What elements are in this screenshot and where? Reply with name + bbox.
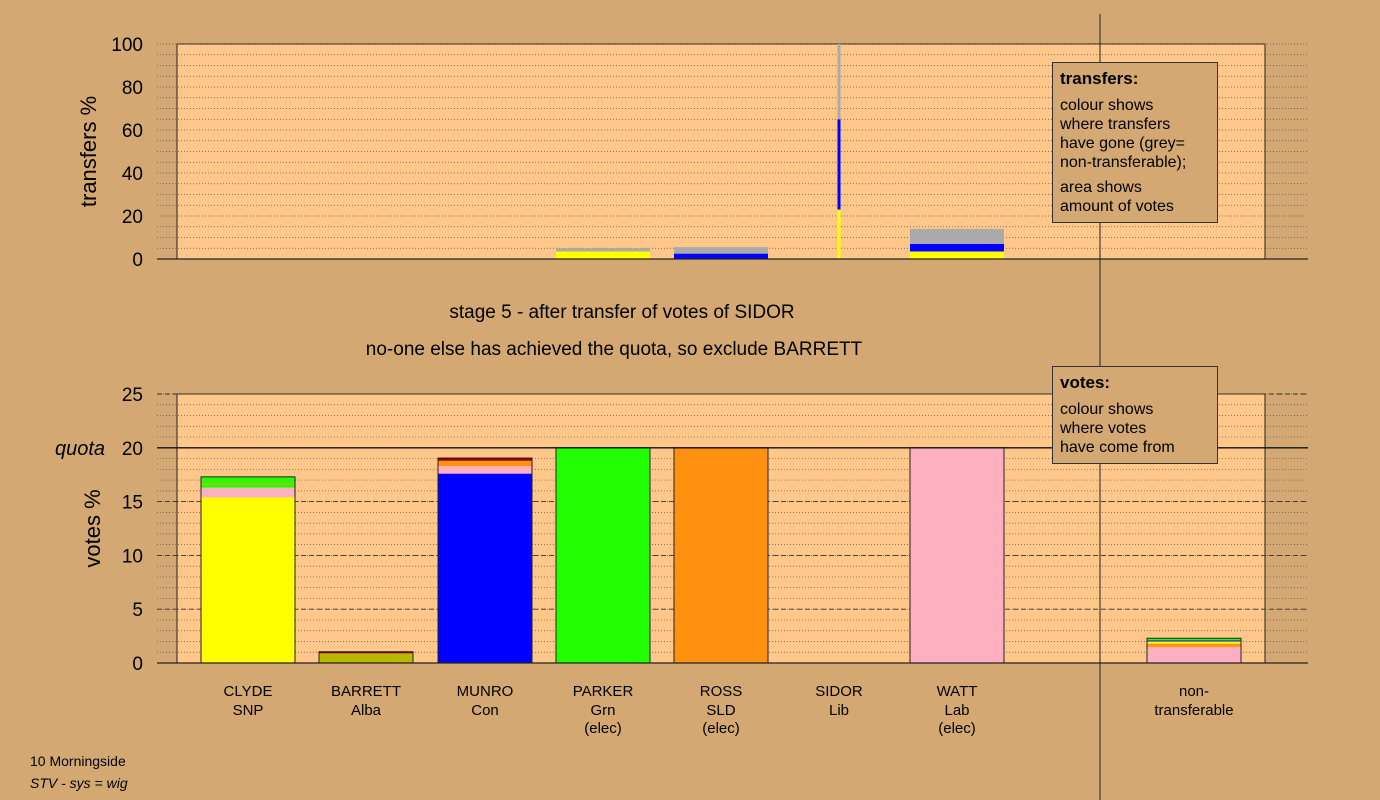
votes-bar-segment: [201, 476, 295, 484]
transfers-bar-segment: [910, 251, 1004, 259]
votes-bar-segment: [201, 484, 295, 488]
votes-bar-segment: [1147, 646, 1241, 663]
nontransferable-label: non-: [1179, 683, 1209, 700]
transfers-ytick-label: 20: [122, 207, 143, 228]
candidate-name-label: WATT: [937, 683, 978, 700]
candidate-party-label: Alba: [351, 702, 382, 719]
transfers-bar-segment: [837, 44, 841, 120]
candidate-party-label: Lib: [829, 702, 849, 719]
votes-bar-segment: [1147, 643, 1241, 647]
transfers-legend-line: area shows: [1060, 179, 1142, 196]
votes-ytick-label: 10: [122, 546, 143, 567]
transfers-bar-segment: [910, 243, 1004, 252]
transfers-ytick-label: 80: [122, 78, 143, 99]
transfers-bar-segment: [556, 251, 650, 259]
candidate-name-label: PARKER: [573, 683, 634, 700]
quota-label: quota: [55, 438, 105, 460]
votes-ytick-label: 0: [132, 654, 143, 675]
transfers-bar-segment: [674, 253, 768, 259]
candidate-name-label: BARRETT: [331, 683, 401, 700]
candidate-party-label: Lab: [944, 702, 969, 719]
votes-bar-segment: [319, 653, 413, 663]
footer-constituency: 10 Morningside: [30, 753, 126, 769]
transfers-legend: transfers: colour shows where transfers …: [1052, 62, 1218, 223]
transfers-ytick-label: 40: [122, 164, 143, 185]
transfers-legend-line: have gone (grey=: [1060, 135, 1185, 152]
votes-bar-segment: [201, 497, 295, 663]
transfers-bar-segment: [556, 248, 650, 252]
votes-bar-segment: [1147, 641, 1241, 644]
transfers-bar-segment: [910, 228, 1004, 244]
votes-bar-segment: [438, 458, 532, 461]
transfers-legend-title: transfers:: [1060, 69, 1139, 88]
votes-ytick-label: 5: [132, 600, 143, 621]
candidate-name-label: MUNRO: [457, 683, 514, 700]
votes-legend-line: colour shows: [1060, 401, 1154, 418]
votes-legend-line: have come from: [1060, 439, 1175, 456]
transfers-legend-line: where transfers: [1060, 116, 1171, 133]
transfers-bar-segment: [837, 209, 841, 259]
transfers-ytick-label: 0: [132, 250, 143, 271]
votes-ytick-label: 25: [122, 385, 143, 406]
votes-bar-segment: [438, 460, 532, 467]
candidate-status-label: (elec): [584, 720, 622, 737]
stage-subtitle: no-one else has achieved the quota, so e…: [366, 339, 863, 360]
candidate-party-label: Grn: [590, 702, 615, 719]
candidate-status-label: (elec): [702, 720, 740, 737]
votes-bar-segment: [319, 651, 413, 654]
votes-bar-segment: [556, 447, 650, 663]
votes-ytick-label: 15: [122, 493, 143, 514]
votes-bar-segment: [201, 487, 295, 498]
transfers-bar-segment: [837, 119, 841, 210]
votes-bar-segment: [438, 473, 532, 663]
candidate-status-label: (elec): [938, 720, 976, 737]
votes-bar-segment: [674, 447, 768, 663]
transfers-ytick-label: 100: [111, 35, 143, 56]
votes-legend: votes: colour shows where votes have com…: [1052, 366, 1218, 464]
transfers-ytick-label: 60: [122, 121, 143, 142]
transfers-legend-line: colour shows: [1060, 97, 1154, 114]
votes-ytick-label: 20: [122, 439, 143, 460]
candidate-party-label: Con: [471, 702, 499, 719]
footer-system: STV - sys = wig: [30, 775, 128, 791]
votes-bar-segment: [1147, 638, 1241, 641]
candidate-name-label: ROSS: [700, 683, 743, 700]
candidate-name-label: SIDOR: [815, 683, 863, 700]
votes-legend-line: where votes: [1060, 420, 1147, 437]
transfers-bar-segment: [674, 247, 768, 254]
transfers-legend-line: non-transferable);: [1060, 154, 1187, 171]
candidate-party-label: SLD: [706, 702, 735, 719]
candidate-party-label: SNP: [233, 702, 264, 719]
stage-title: stage 5 - after transfer of votes of SID…: [449, 302, 794, 323]
votes-bar-segment: [438, 466, 532, 474]
votes-bar-segment: [910, 447, 1004, 663]
votes-bar-segment: [201, 483, 295, 485]
candidate-name-label: CLYDE: [224, 683, 273, 700]
transfers-legend-line: amount of votes: [1060, 198, 1174, 215]
votes-bar-segment: [1147, 640, 1241, 642]
nontransferable-label: transferable: [1154, 702, 1233, 719]
transfers-yaxis-label: transfers %: [76, 96, 101, 207]
votes-legend-title: votes:: [1060, 373, 1111, 392]
votes-yaxis-label: votes %: [80, 489, 105, 567]
